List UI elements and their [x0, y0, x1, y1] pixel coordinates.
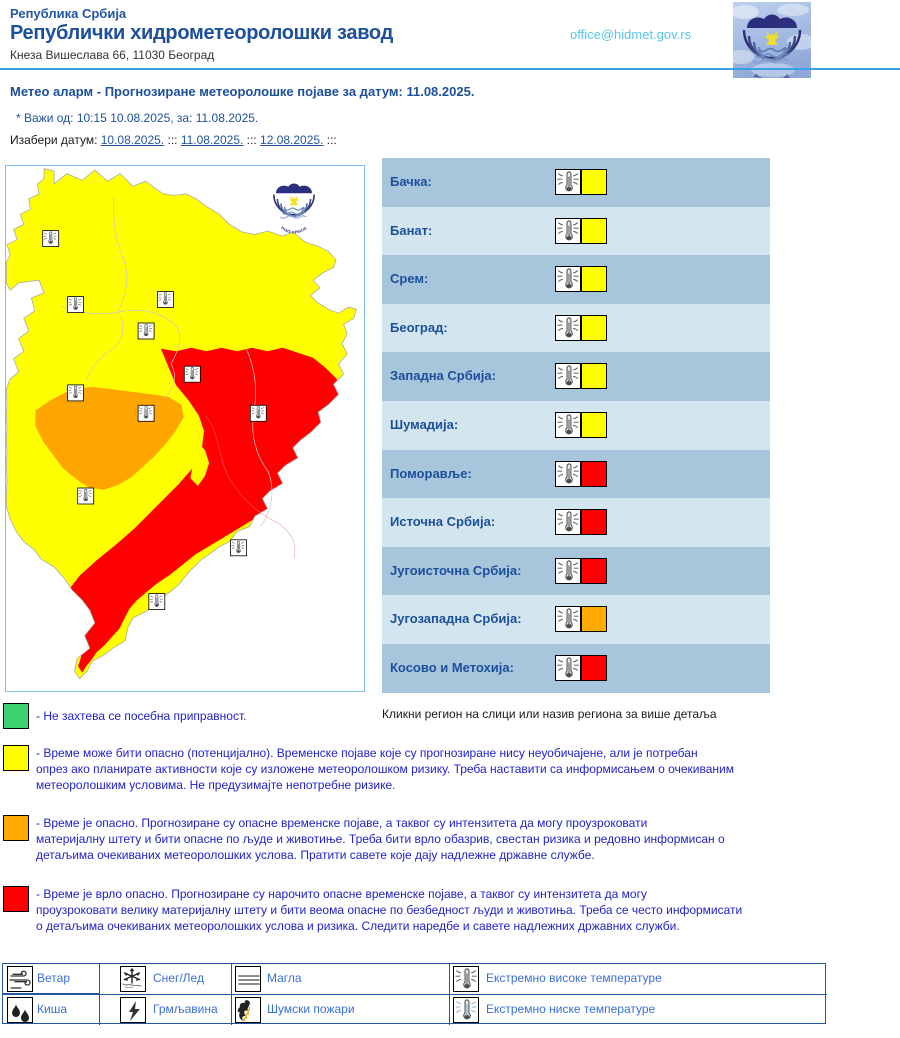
svg-text:РХМЗ СРБИЈЕ: РХМЗ СРБИЈЕ [280, 226, 308, 235]
